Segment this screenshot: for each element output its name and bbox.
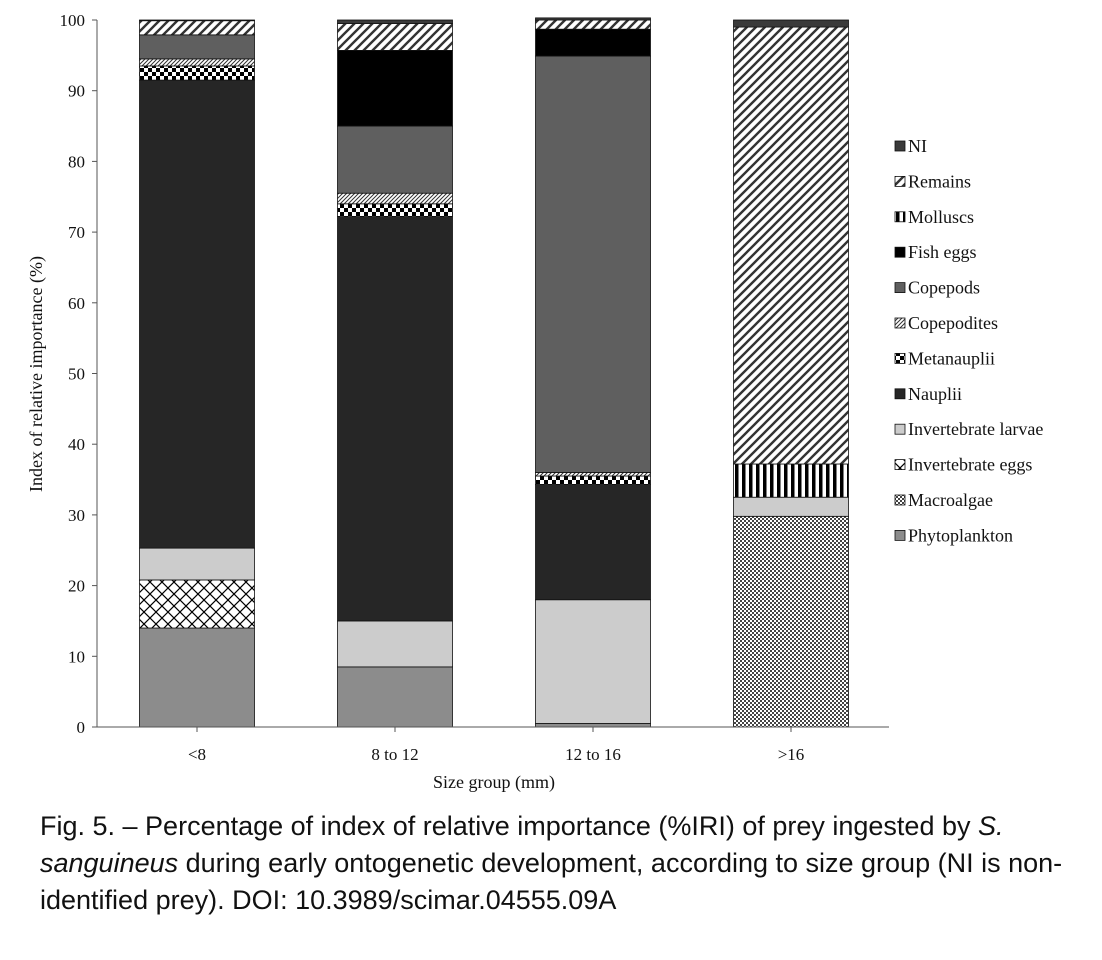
plot-area: 0 10 20 30 40 50 60 70 80 90 100 <8 8 to 12 12 to 16 >…	[60, 11, 889, 764]
legend-label: Metanauplii	[908, 348, 995, 368]
bar-segment	[337, 666, 453, 728]
bar-segment	[139, 19, 255, 22]
bar-segment	[733, 19, 849, 28]
bar-segment	[139, 58, 255, 67]
chart: 0 10 20 30 40 50 60 70 80 90 100 <8 8 to 12 12 to 16 >…	[26, 11, 1043, 793]
legend-label: Invertebrate larvae	[908, 419, 1043, 439]
y-tick-label: 10	[68, 647, 85, 666]
legend-swatch	[894, 211, 906, 223]
bar-segment	[139, 20, 255, 36]
bar-segment	[535, 55, 651, 473]
bar-segment	[733, 463, 849, 498]
bar-segment	[139, 547, 255, 581]
legend-label: Fish eggs	[908, 242, 977, 262]
bar-segment	[535, 599, 651, 724]
bar-segment	[535, 723, 651, 728]
legend-label: Invertebrate eggs	[908, 455, 1032, 475]
bar-segment	[337, 23, 453, 51]
bar-segment	[139, 34, 255, 60]
x-tick-label: >16	[778, 745, 805, 764]
x-axis-title: Size group (mm)	[433, 772, 555, 793]
legend-swatch	[894, 423, 906, 435]
y-tick-label: 30	[68, 506, 85, 525]
y-tick-label: 80	[68, 152, 85, 171]
legend-swatch	[894, 494, 906, 506]
caption-species: S. sanguineus	[40, 811, 1004, 878]
y-tick-label: 0	[77, 718, 86, 737]
bar-segment	[535, 484, 651, 601]
x-tick-label: <8	[188, 745, 206, 764]
caption-prefix: Fig. 5. – Percentage of index of relativ…	[40, 811, 978, 841]
y-tick-label: 70	[68, 223, 85, 242]
caption-suffix: during early ontogenetic development, ac…	[40, 848, 1063, 915]
bar-segment	[337, 216, 453, 622]
legend-swatch	[894, 388, 906, 400]
bar-segment	[535, 19, 651, 30]
y-tick-label: 90	[68, 82, 85, 101]
y-tick-label: 40	[68, 435, 85, 454]
legend-label: NI	[908, 136, 927, 156]
y-tick-label: 20	[68, 577, 85, 596]
bar-segment	[139, 65, 255, 81]
bar-segment	[139, 627, 255, 728]
bar-segment	[337, 19, 453, 24]
legend-label: Molluscs	[908, 207, 974, 227]
y-tick-label: 60	[68, 294, 85, 313]
bar-segment	[733, 26, 849, 465]
y-tick-label: 100	[60, 11, 86, 30]
y-axis-title: Index of relative importance (%)	[26, 256, 47, 492]
legend-swatch	[894, 175, 906, 187]
legend-swatch	[894, 530, 906, 541]
bar-segment	[535, 472, 651, 477]
legend-label: Copepodites	[908, 313, 998, 333]
bar-segment	[337, 125, 453, 194]
legend-label: Nauplii	[908, 384, 962, 404]
bar-segment	[139, 579, 255, 629]
legend-swatch	[894, 246, 906, 258]
bar-segment	[535, 17, 651, 21]
bar-segment	[733, 515, 849, 728]
legend-swatch	[894, 317, 906, 329]
bar-segment	[337, 192, 453, 205]
legend-swatch	[894, 282, 906, 294]
bar-segment	[733, 496, 849, 517]
bar-segment	[535, 28, 651, 57]
figure-caption: Fig. 5. – Percentage of index of relativ…	[40, 808, 1080, 919]
legend-swatch	[894, 352, 906, 364]
x-tick-label: 8 to 12	[371, 745, 418, 764]
legend-label: Copepods	[908, 278, 980, 298]
legend-label: Remains	[908, 171, 971, 191]
legend: NI Remains Molluscs Fish eggs Copepods Copepo…	[894, 136, 1043, 545]
bar-segment	[337, 203, 453, 217]
legend-swatch	[894, 459, 906, 471]
bar-segment	[139, 79, 255, 549]
legend-label: Macroalgae	[908, 490, 993, 510]
x-tick-label: 12 to 16	[565, 745, 621, 764]
legend-label: Phytoplankton	[908, 525, 1013, 545]
y-tick-label: 50	[68, 365, 85, 384]
bar-segment	[535, 475, 651, 485]
legend-swatch	[894, 140, 906, 152]
bar-segment	[337, 50, 453, 127]
bar-segment	[337, 620, 453, 668]
